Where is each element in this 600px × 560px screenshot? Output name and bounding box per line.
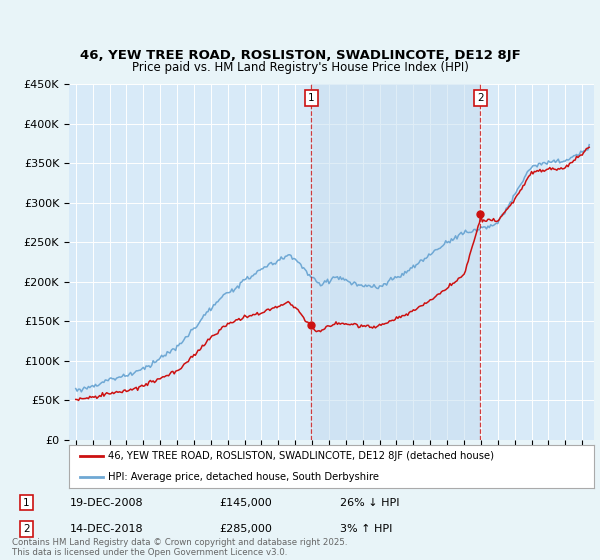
Text: Price paid vs. HM Land Registry's House Price Index (HPI): Price paid vs. HM Land Registry's House … bbox=[131, 60, 469, 74]
Text: 14-DEC-2018: 14-DEC-2018 bbox=[70, 524, 143, 534]
Text: 46, YEW TREE ROAD, ROSLISTON, SWADLINCOTE, DE12 8JF: 46, YEW TREE ROAD, ROSLISTON, SWADLINCOT… bbox=[80, 49, 520, 63]
Text: 26% ↓ HPI: 26% ↓ HPI bbox=[340, 498, 400, 507]
Text: 1: 1 bbox=[23, 498, 30, 507]
Text: Contains HM Land Registry data © Crown copyright and database right 2025.
This d: Contains HM Land Registry data © Crown c… bbox=[12, 538, 347, 557]
Text: £145,000: £145,000 bbox=[220, 498, 272, 507]
Text: £285,000: £285,000 bbox=[220, 524, 272, 534]
Bar bbox=[311, 84, 480, 440]
Text: HPI: Average price, detached house, South Derbyshire: HPI: Average price, detached house, Sout… bbox=[109, 472, 379, 482]
Text: 1: 1 bbox=[308, 93, 315, 103]
Text: 2: 2 bbox=[477, 93, 484, 103]
Text: 3% ↑ HPI: 3% ↑ HPI bbox=[340, 524, 392, 534]
Text: 46, YEW TREE ROAD, ROSLISTON, SWADLINCOTE, DE12 8JF (detached house): 46, YEW TREE ROAD, ROSLISTON, SWADLINCOT… bbox=[109, 451, 494, 461]
Text: 2: 2 bbox=[23, 524, 30, 534]
Text: 19-DEC-2008: 19-DEC-2008 bbox=[70, 498, 143, 507]
